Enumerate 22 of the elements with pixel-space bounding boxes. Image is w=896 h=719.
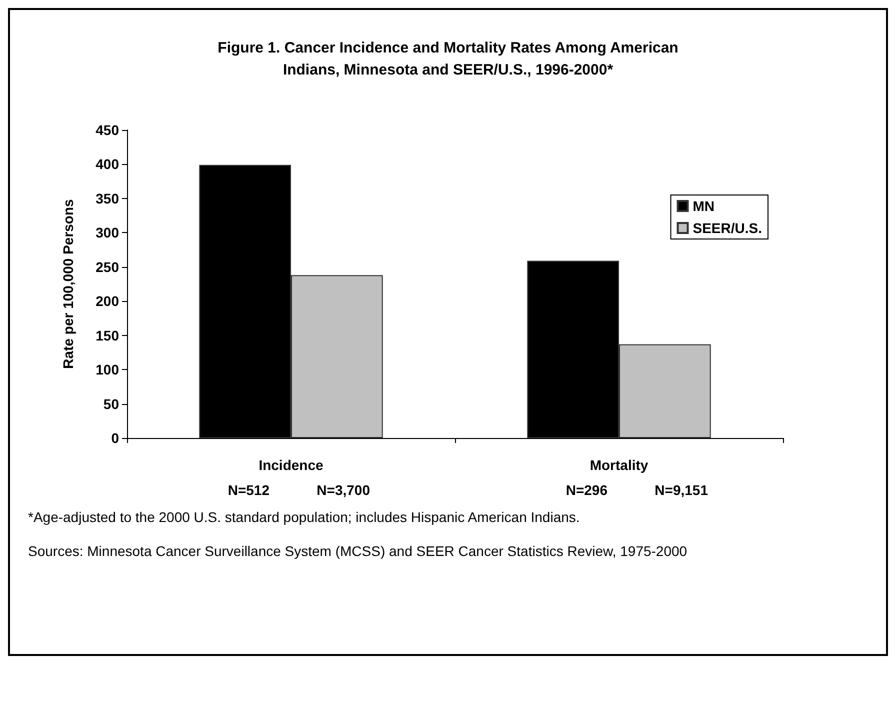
y-tick-label: 0 [111,430,120,446]
source-note: Sources: Minnesota Cancer Surveillance System (MCSS) and SEER Cancer Statistics Review, 1975-2000 [28,543,688,559]
x-tick-label: Mortality [590,457,648,473]
x-tick-label: Incidence [258,457,324,473]
y-tick-label: 300 [96,224,120,241]
legend-label: MN [692,198,715,214]
chart-title: Figure 1. Cancer Incidence and Mortality Rates Among American Indians, Minnesota and SEER/U.S., 1996-2000* [218,40,678,78]
text: N=3,700 [316,482,370,498]
y-tick-label: 100 [96,362,120,378]
y-tick-label: 200 [96,293,120,310]
text: N=296 [566,482,608,498]
legend-label: SEER/U.S. [692,220,762,236]
text: *Age-adjusted to the 2000 U.S. standard population; includes Hispanic American Indians. [28,509,580,525]
y-tick-label: 250 [96,258,120,275]
y-tick-label: 150 [96,327,120,344]
y-axis-title: Rate per 100,000 Persons [60,198,76,369]
text: N=9,151 [654,482,708,498]
y-tick-label: 50 [103,396,120,412]
y-tick-label: 350 [96,190,120,206]
text: N=512 [228,482,270,498]
y-tick-label: 450 [96,122,120,138]
y-tick-label: 400 [96,156,120,172]
